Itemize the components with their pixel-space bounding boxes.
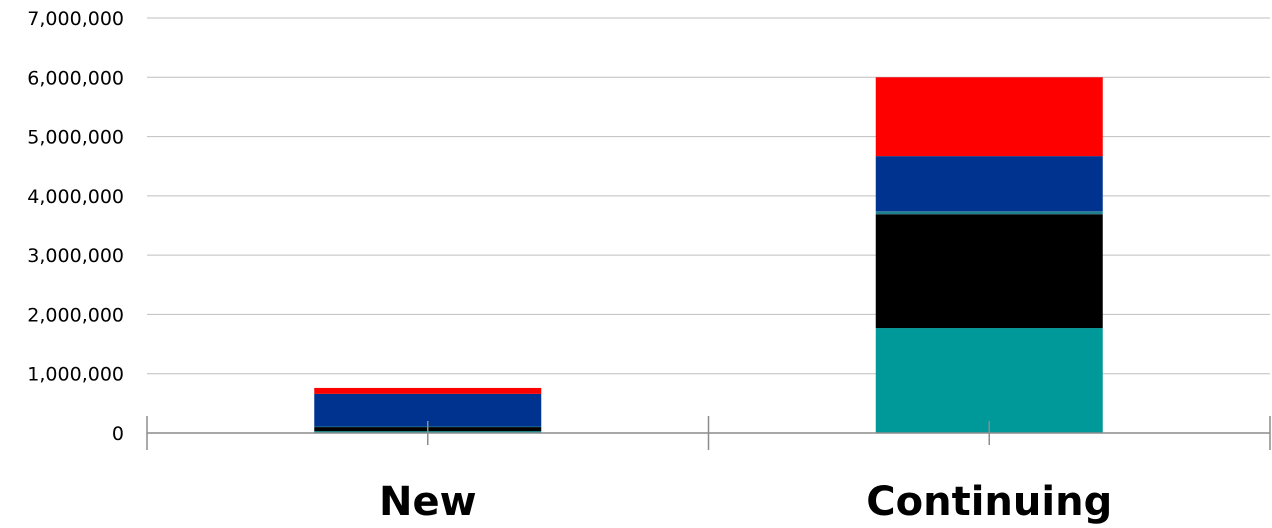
y-tick-label: 7,000,000 <box>27 8 124 30</box>
bar-segment <box>875 214 1103 329</box>
bar-segment <box>314 387 542 394</box>
x-axis-category-labels: New Continuing <box>379 479 1112 525</box>
y-tick-label: 6,000,000 <box>27 67 124 89</box>
y-tick-label: 1,000,000 <box>27 364 124 386</box>
bar-segment <box>875 211 1103 215</box>
y-tick-label: 2,000,000 <box>27 304 124 326</box>
y-tick-label: 3,000,000 <box>27 245 124 267</box>
x-category-label: Continuing <box>866 479 1112 525</box>
y-tick-label: 4,000,000 <box>27 186 124 208</box>
x-axis <box>146 416 1271 450</box>
bar-segment <box>875 156 1103 212</box>
bars <box>314 77 1103 433</box>
gridlines <box>147 17 1270 375</box>
y-tick-label: 5,000,000 <box>27 127 124 149</box>
y-axis-tick-labels: 0 1,000,000 2,000,000 3,000,000 4,000,000 5,0… <box>27 8 124 445</box>
bar-segment <box>875 77 1103 157</box>
y-tick-label: 0 <box>112 423 124 445</box>
x-category-label: New <box>379 479 477 525</box>
bar-segment <box>875 328 1103 433</box>
